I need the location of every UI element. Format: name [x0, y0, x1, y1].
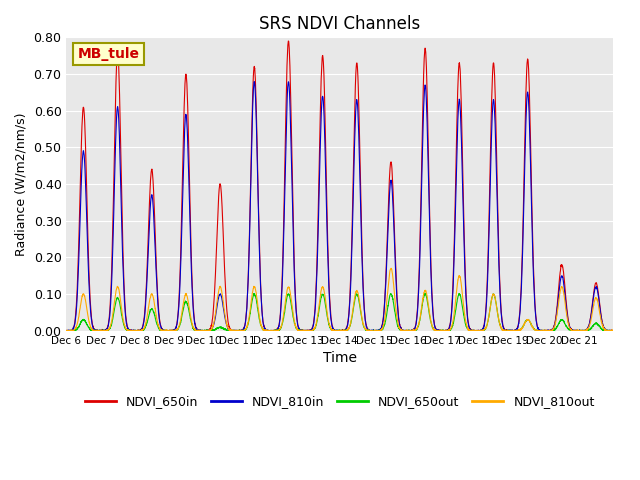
Line: NDVI_650in: NDVI_650in — [67, 41, 613, 331]
NDVI_650out — [63, 328, 70, 334]
NDVI_810out — [410, 328, 418, 334]
NDVI_650in — [458, 138, 466, 144]
NDVI_650in — [63, 328, 70, 334]
NDVI_650in — [526, 105, 534, 111]
Text: MB_tule: MB_tule — [77, 47, 140, 61]
NDVI_650in — [609, 328, 617, 334]
NDVI_810in — [410, 327, 418, 333]
Line: NDVI_810in: NDVI_810in — [67, 82, 613, 331]
NDVI_810in — [63, 328, 71, 334]
NDVI_810out — [526, 318, 534, 324]
Legend: NDVI_650in, NDVI_810in, NDVI_650out, NDVI_810out: NDVI_650in, NDVI_810in, NDVI_650out, NDV… — [80, 390, 600, 413]
NDVI_650out — [410, 327, 418, 333]
NDVI_810in — [604, 327, 611, 333]
Title: SRS NDVI Channels: SRS NDVI Channels — [259, 15, 420, 33]
NDVI_650in — [63, 328, 70, 334]
NDVI_650in — [175, 304, 182, 310]
NDVI_650out — [421, 290, 429, 296]
Line: NDVI_810out: NDVI_810out — [67, 268, 613, 331]
NDVI_810out — [458, 287, 466, 293]
Line: NDVI_650out: NDVI_650out — [67, 293, 613, 331]
NDVI_650in — [285, 38, 292, 44]
NDVI_810out — [493, 306, 500, 312]
NDVI_650out — [458, 302, 466, 308]
NDVI_650out — [63, 328, 70, 334]
NDVI_650in — [493, 170, 501, 176]
NDVI_650out — [609, 328, 617, 334]
NDVI_810in — [458, 164, 466, 169]
X-axis label: Time: Time — [323, 351, 356, 365]
NDVI_810in — [250, 79, 258, 84]
NDVI_810out — [603, 328, 611, 334]
NDVI_810out — [63, 328, 70, 334]
NDVI_650in — [410, 326, 418, 332]
NDVI_810in — [63, 328, 70, 334]
NDVI_810in — [526, 132, 534, 137]
NDVI_810out — [387, 265, 395, 271]
Y-axis label: Radiance (W/m2/nm/s): Radiance (W/m2/nm/s) — [15, 112, 28, 256]
NDVI_810in — [609, 328, 617, 334]
NDVI_810in — [175, 309, 182, 314]
NDVI_650out — [604, 328, 611, 334]
NDVI_810out — [609, 327, 617, 333]
NDVI_650in — [604, 328, 611, 334]
NDVI_810in — [493, 192, 501, 198]
NDVI_650out — [493, 306, 501, 312]
NDVI_810out — [175, 325, 182, 331]
NDVI_650out — [175, 325, 182, 331]
NDVI_650out — [526, 319, 534, 324]
